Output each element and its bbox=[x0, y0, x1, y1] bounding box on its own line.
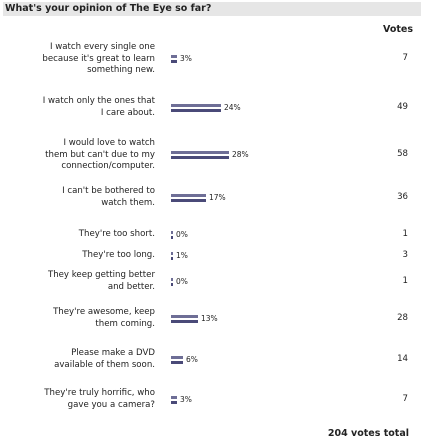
option-vote-count: 49 bbox=[397, 102, 408, 112]
option-bar bbox=[171, 194, 206, 197]
total-votes: 204 votes total bbox=[327, 428, 409, 439]
option-label: They're awesome, keep them coming. bbox=[53, 307, 155, 329]
option-bar bbox=[171, 55, 177, 58]
option-bar-shadow bbox=[171, 361, 183, 364]
option-vote-count: 7 bbox=[402, 53, 408, 63]
option-label: I can't be bothered to watch them. bbox=[62, 186, 155, 208]
option-label: Please make a DVD available of them soon… bbox=[54, 348, 155, 370]
option-bar-shadow bbox=[171, 257, 173, 260]
option-percent: 1% bbox=[176, 251, 188, 260]
option-bar bbox=[171, 252, 173, 255]
option-bar bbox=[171, 315, 198, 318]
option-bar-shadow bbox=[171, 236, 173, 239]
option-bar bbox=[171, 356, 183, 359]
option-label: They're too short. bbox=[78, 229, 155, 239]
option-percent: 3% bbox=[180, 54, 192, 63]
option-percent: 13% bbox=[201, 314, 218, 323]
option-bar bbox=[171, 396, 177, 399]
option-bar bbox=[171, 151, 229, 154]
option-label: They keep getting better and better. bbox=[47, 270, 155, 292]
option-percent: 24% bbox=[224, 103, 241, 112]
option-vote-count: 7 bbox=[402, 394, 408, 404]
option-bar-shadow bbox=[171, 199, 206, 202]
votes-column-header: Votes bbox=[383, 24, 413, 35]
option-percent: 17% bbox=[209, 193, 226, 202]
option-label: I watch only the ones that I care about. bbox=[42, 96, 155, 118]
option-percent: 28% bbox=[232, 150, 249, 159]
option-vote-count: 36 bbox=[397, 192, 408, 202]
option-vote-count: 1 bbox=[402, 229, 408, 239]
option-vote-count: 28 bbox=[397, 313, 408, 323]
option-percent: 0% bbox=[176, 230, 188, 239]
option-bar bbox=[171, 278, 173, 281]
poll-title: What's your opinion of The Eye so far? bbox=[3, 2, 421, 16]
option-bar-shadow bbox=[171, 156, 229, 159]
option-bar-shadow bbox=[171, 109, 221, 112]
option-label: I watch every single one because it's gr… bbox=[42, 42, 155, 75]
option-vote-count: 1 bbox=[402, 276, 408, 286]
option-bar-shadow bbox=[171, 320, 198, 323]
option-bar bbox=[171, 104, 221, 107]
option-bar-shadow bbox=[171, 283, 173, 286]
option-vote-count: 14 bbox=[397, 354, 408, 364]
option-label: They're truly horrific, who gave you a c… bbox=[44, 388, 155, 410]
option-label: I would love to watch them but can't due… bbox=[45, 138, 155, 171]
option-bar-shadow bbox=[171, 401, 177, 404]
option-percent: 3% bbox=[180, 395, 192, 404]
option-percent: 0% bbox=[176, 277, 188, 286]
option-label: They're too long. bbox=[82, 250, 155, 260]
option-percent: 6% bbox=[186, 355, 198, 364]
option-bar-shadow bbox=[171, 60, 177, 63]
option-vote-count: 58 bbox=[397, 149, 408, 159]
option-vote-count: 3 bbox=[402, 250, 408, 260]
option-bar bbox=[171, 231, 173, 234]
